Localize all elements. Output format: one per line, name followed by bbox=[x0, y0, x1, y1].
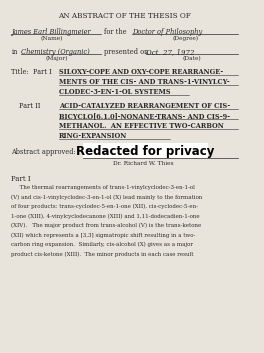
Text: Doctor of Philosophy: Doctor of Philosophy bbox=[132, 28, 202, 36]
Text: METHANOL.  AN EFFECTIVE TWO-CARBON: METHANOL. AN EFFECTIVE TWO-CARBON bbox=[59, 122, 223, 130]
Text: Chemistry (Organic): Chemistry (Organic) bbox=[21, 48, 89, 56]
Text: presented on: presented on bbox=[104, 48, 148, 56]
Text: 1-one (XIII), 4-vinylcyclodecanone (XIII) and 1,11-dodecadien-1-one: 1-one (XIII), 4-vinylcyclodecanone (XIII… bbox=[11, 214, 200, 219]
Text: BICYCLO[6.1.0]-NONANE-TRANS- AND CIS-9-: BICYCLO[6.1.0]-NONANE-TRANS- AND CIS-9- bbox=[59, 112, 230, 120]
Text: for the: for the bbox=[104, 28, 126, 36]
Text: James Earl Billingmeier: James Earl Billingmeier bbox=[11, 28, 91, 36]
Text: AN ABSTRACT OF THE THESIS OF: AN ABSTRACT OF THE THESIS OF bbox=[58, 12, 191, 20]
Text: Title:  Part I: Title: Part I bbox=[11, 68, 52, 76]
Text: Part I: Part I bbox=[11, 175, 31, 183]
Text: RING-EXPANSION: RING-EXPANSION bbox=[59, 132, 127, 140]
Text: SILOXY-COPE AND OXY-COPE REARRANGE-: SILOXY-COPE AND OXY-COPE REARRANGE- bbox=[59, 68, 223, 76]
Text: Redacted for privacy: Redacted for privacy bbox=[76, 145, 215, 158]
Text: MENTS OF THE CIS- AND TRANS-1-VINYLCY-: MENTS OF THE CIS- AND TRANS-1-VINYLCY- bbox=[59, 78, 229, 86]
Text: Dr. Richard W. Thies: Dr. Richard W. Thies bbox=[113, 161, 174, 166]
Text: (Date): (Date) bbox=[182, 56, 201, 61]
Text: (V) and cis-1-vinylcyclodec-3-en-1-ol (X) lead mainly to the formation: (V) and cis-1-vinylcyclodec-3-en-1-ol (X… bbox=[11, 195, 203, 200]
Text: ACID-CATALYZED REARRANGEMENT OF CIS-: ACID-CATALYZED REARRANGEMENT OF CIS- bbox=[59, 102, 230, 110]
Text: Abstract approved:: Abstract approved: bbox=[11, 148, 76, 156]
Text: (XIV).   The major product from trans-alcohol (V) is the trans-ketone: (XIV). The major product from trans-alco… bbox=[11, 223, 202, 228]
FancyBboxPatch shape bbox=[83, 143, 208, 158]
Text: Oct. 27, 1972: Oct. 27, 1972 bbox=[147, 48, 195, 56]
Text: product cis-ketone (XIII).  The minor products in each case result: product cis-ketone (XIII). The minor pro… bbox=[11, 251, 194, 257]
Text: in: in bbox=[11, 48, 18, 56]
Text: (XII) which represents a [3,3] sigmatropic shift resulting in a two-: (XII) which represents a [3,3] sigmatrop… bbox=[11, 233, 196, 238]
Text: (Name): (Name) bbox=[41, 36, 63, 41]
Text: (Degree): (Degree) bbox=[172, 36, 198, 41]
Text: carbon ring expansion.  Similarly, cis-alcohol (X) gives as a major: carbon ring expansion. Similarly, cis-al… bbox=[11, 242, 193, 247]
Text: (Major): (Major) bbox=[45, 56, 68, 61]
Text: Part II: Part II bbox=[19, 102, 40, 110]
Text: The thermal rearrangements of trans-1-vinylcyclodec-3-en-1-ol: The thermal rearrangements of trans-1-vi… bbox=[11, 185, 195, 190]
Text: of four products: trans-cyclodec-5-en-1-one (XII), cis-cyclodec-5-en-: of four products: trans-cyclodec-5-en-1-… bbox=[11, 204, 198, 209]
Text: CLODEC-3-EN-1-OL SYSTEMS: CLODEC-3-EN-1-OL SYSTEMS bbox=[59, 88, 170, 96]
